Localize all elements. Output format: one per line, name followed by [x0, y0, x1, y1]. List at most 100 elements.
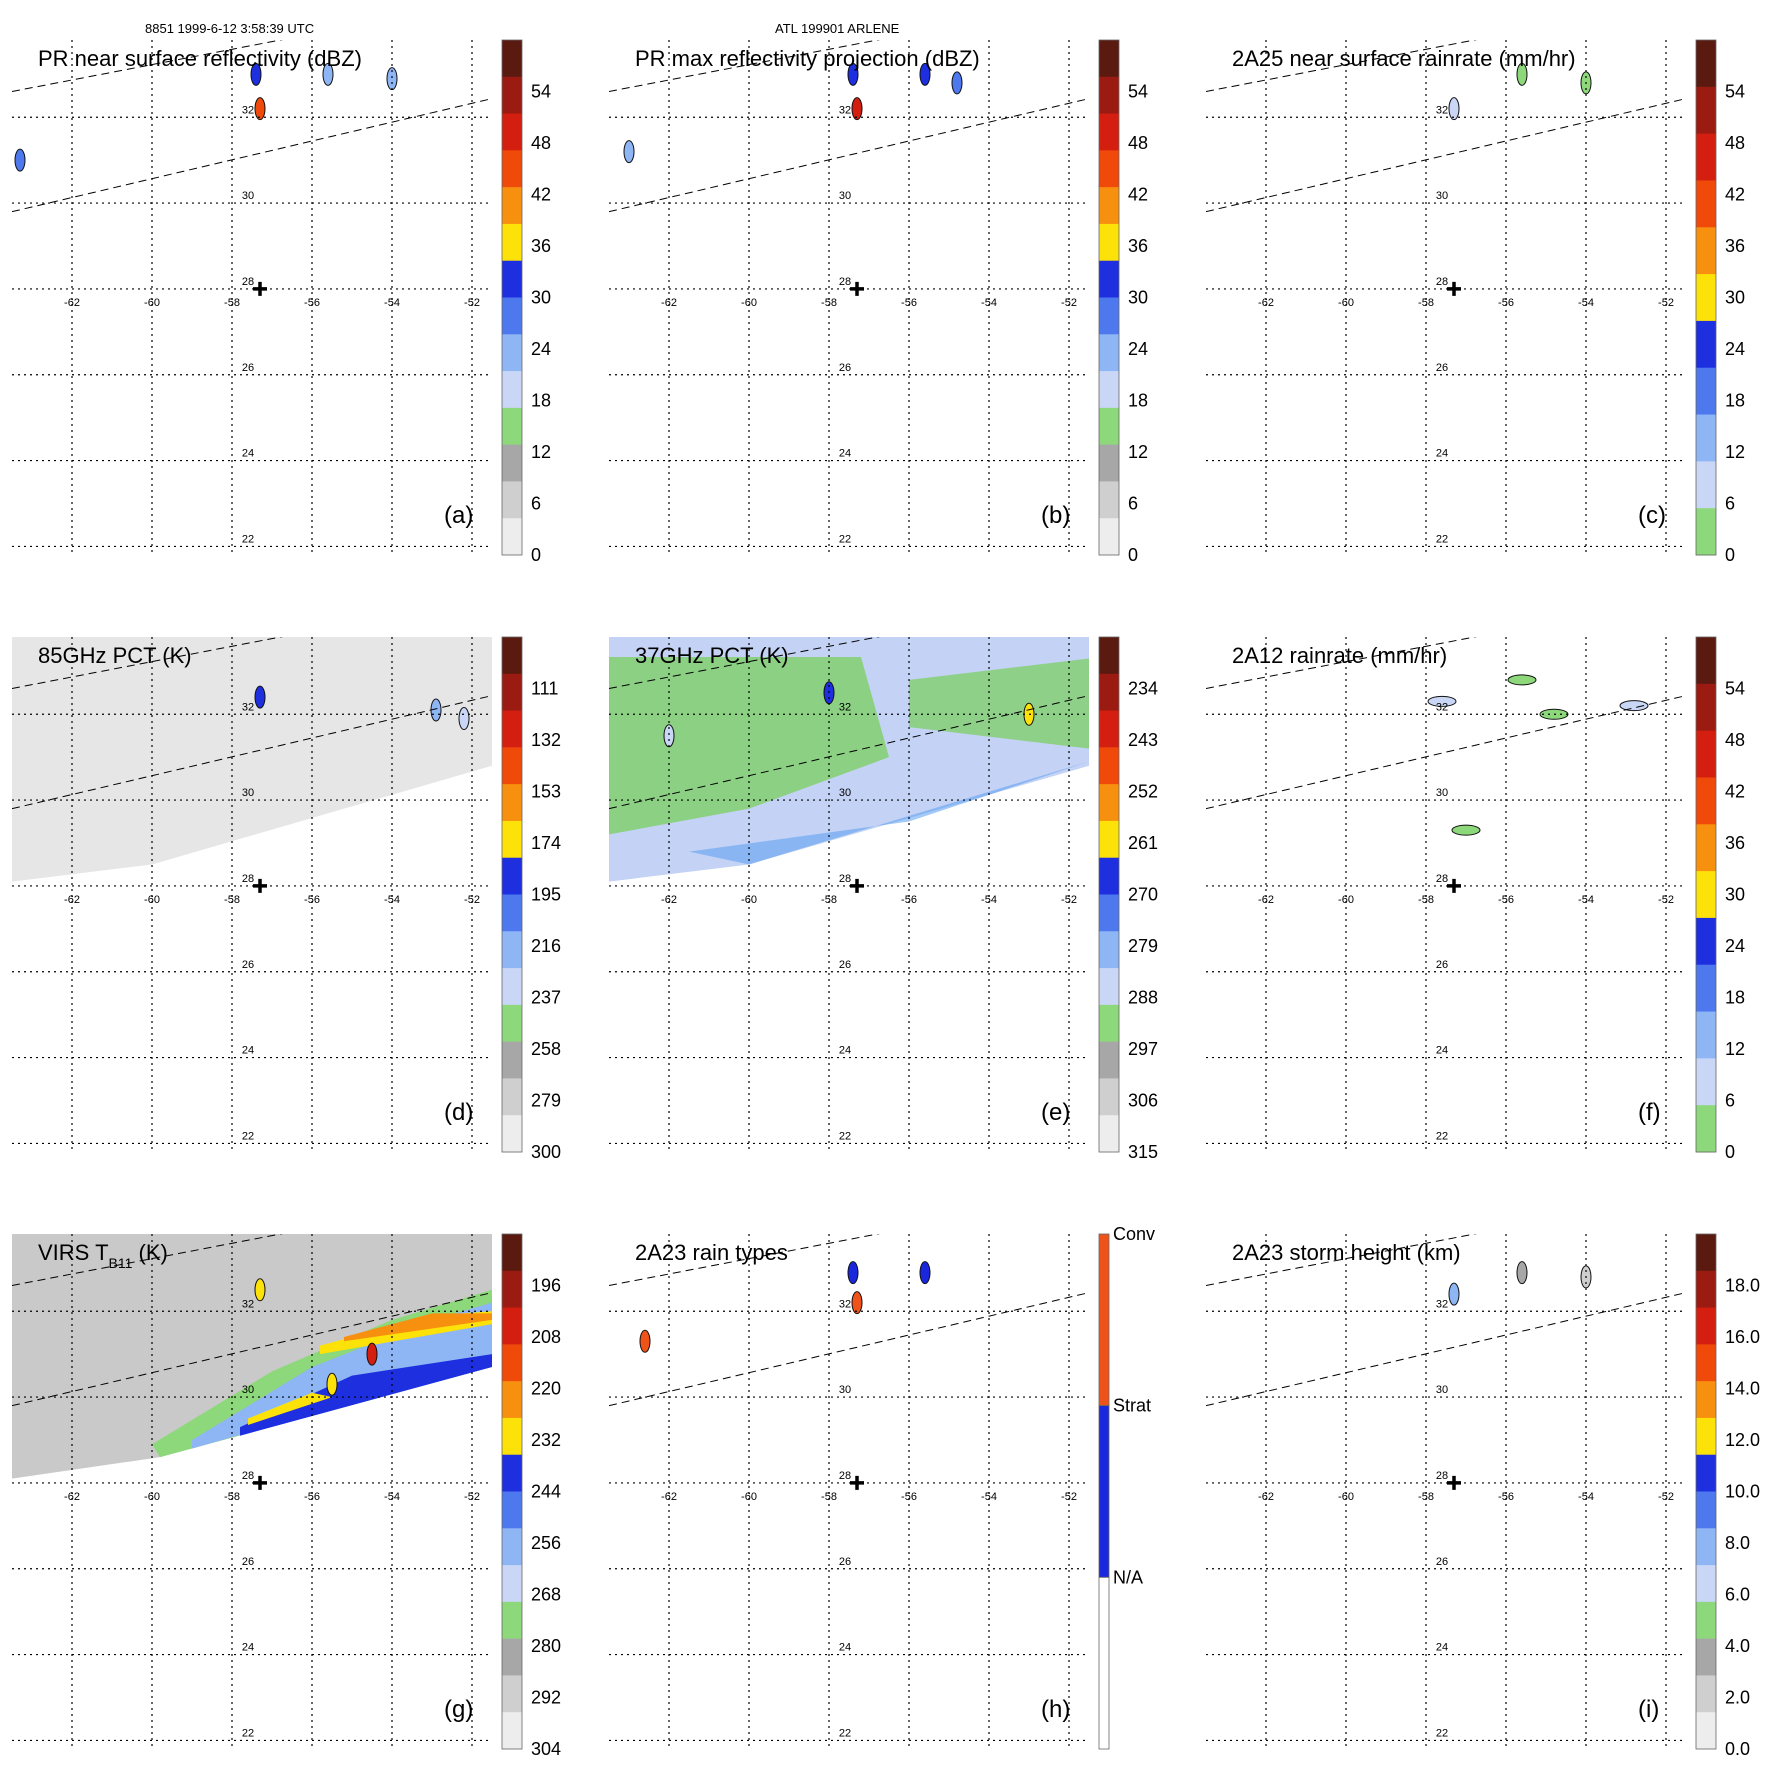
storm-center-cross-icon: [253, 878, 267, 893]
colorbar-segment: [502, 1528, 522, 1566]
pr-swath-edge: [609, 695, 1089, 810]
colorbar-tick-label: 297: [1128, 1039, 1158, 1059]
colorbar-segment: [502, 334, 522, 372]
lon-tick-label: -62: [1258, 297, 1274, 309]
colorbar-segment: [1696, 40, 1716, 88]
colorbar-segment: [502, 820, 522, 859]
colorbar-segment: [1099, 113, 1119, 151]
colorbar-tick-label: 0: [1128, 545, 1138, 565]
pr-swath-edge: [1206, 695, 1686, 810]
lat-tick-label: 22: [839, 533, 851, 545]
colorbar-segment: [502, 784, 522, 822]
colorbar-tick-label: 280: [531, 1636, 561, 1656]
colorbar-tick-label: 12: [1725, 1039, 1745, 1059]
data-feature: [1516, 1261, 1528, 1285]
lat-tick-label: 30: [839, 190, 851, 202]
colorbar-frame: [501, 1233, 523, 1750]
lon-tick-label: -62: [661, 297, 677, 309]
colorbar-tick-label: 36: [1725, 833, 1745, 853]
colorbar-tick-label: 54: [1128, 82, 1148, 102]
colorbar-segment: [502, 747, 522, 785]
lat-tick-label: 26: [839, 959, 851, 971]
colorbar-tick-label: 18.0: [1725, 1276, 1760, 1296]
colorbar-tick-label: 48: [1725, 133, 1745, 153]
colorbar-segment: [1696, 1417, 1716, 1456]
colorbar-tick-label: 2.0: [1725, 1688, 1750, 1708]
lon-tick-label: -60: [741, 297, 757, 309]
colorbar-tick-label: 0: [531, 545, 541, 565]
colorbar-segment: [502, 1234, 522, 1272]
lon-tick-label: -54: [384, 297, 400, 309]
colorbar-segment: [1696, 414, 1716, 462]
panel-letter: (a): [444, 502, 473, 529]
lon-tick-label: -58: [1418, 894, 1434, 906]
colorbar-segment: [1099, 150, 1119, 188]
lat-tick-label: 24: [1436, 1045, 1448, 1057]
lat-tick-label: 32: [242, 104, 254, 116]
colorbar-segment: [1099, 76, 1119, 115]
virs-swath-field: [12, 1234, 492, 1479]
lat-tick-label: 24: [839, 1642, 851, 1654]
colorbar-frame: [1695, 39, 1717, 556]
lat-tick-label: 22: [242, 533, 254, 545]
colorbar-tick-label: 30: [1725, 288, 1745, 308]
lat-tick-label: 30: [839, 787, 851, 799]
plot-area: [1206, 40, 1686, 555]
lon-tick-label: -56: [901, 894, 917, 906]
plot-area: [609, 637, 1089, 1152]
colorbar-tick-label: 42: [531, 185, 551, 205]
lon-tick-label: -62: [64, 1491, 80, 1503]
lon-tick-label: -62: [1258, 894, 1274, 906]
lat-tick-label: 26: [839, 362, 851, 374]
orbit-time-label: 8851 1999-6-12 3:58:39 UTC: [145, 21, 314, 36]
lat-tick-label: 26: [242, 959, 254, 971]
colorbar-segment: [1696, 320, 1716, 369]
colorbar-tick-label: 18: [531, 391, 551, 411]
lon-tick-label: -58: [1418, 297, 1434, 309]
colorbar-tick-label: 111: [531, 679, 558, 699]
pr-swath-edge: [609, 98, 1089, 213]
colorbar-tick-label: 30: [531, 288, 551, 308]
lat-tick-label: 28: [1436, 873, 1448, 885]
colorbar-segment: [1696, 1601, 1716, 1640]
colorbar-tick-label: 30: [1128, 288, 1148, 308]
colorbar-segment: [1696, 1270, 1716, 1309]
lon-tick-label: -52: [464, 894, 480, 906]
colorbar-segment: [1696, 1491, 1716, 1529]
pr-swath-edge: [12, 1292, 492, 1407]
colorbar-tick-label: 24: [1128, 339, 1148, 359]
lon-tick-label: -52: [1658, 894, 1674, 906]
colorbar-segment: [1696, 508, 1716, 556]
lat-tick-label: 22: [242, 1727, 254, 1739]
lat-tick-label: 26: [242, 362, 254, 374]
lat-tick-label: 32: [839, 701, 851, 713]
colorbar-tick-label: 10.0: [1725, 1482, 1760, 1502]
lon-tick-label: -58: [224, 894, 240, 906]
colorbar-segment: [502, 407, 522, 446]
category-label: N/A: [1113, 1567, 1143, 1587]
data-feature: [366, 1342, 378, 1366]
colorbar-tick-label: 279: [531, 1091, 561, 1111]
colorbar-segment: [1696, 730, 1716, 778]
data-feature: [1516, 62, 1528, 86]
colorbar-segment: [1099, 1078, 1119, 1116]
colorbar-tick-label: 252: [1128, 782, 1158, 802]
colorbar-segment: [502, 931, 522, 969]
lat-tick-label: 30: [839, 1384, 851, 1396]
panel-d: -62 -60 -58 -56 -54 -52 32 30 28 26 24 22 85GHz PCT …: [12, 636, 561, 1162]
category-swatch: [1098, 1405, 1110, 1578]
colorbar-segment: [1696, 274, 1716, 322]
colorbar-segment: [1696, 1105, 1716, 1153]
colorbar-segment: [1696, 1675, 1716, 1713]
lat-tick-label: 22: [839, 1130, 851, 1142]
colorbar-segment: [502, 223, 522, 262]
colorbar-tick-label: 196: [531, 1276, 561, 1296]
colorbar-segment: [502, 857, 522, 895]
pr-swath-edge: [609, 1234, 881, 1286]
data-feature: [254, 97, 266, 121]
storm-name-label: ATL 199901 ARLENE: [775, 21, 900, 36]
colorbar-tick-label: 292: [531, 1688, 561, 1708]
pr-swath-edge: [12, 1234, 284, 1286]
lat-tick-label: 26: [1436, 959, 1448, 971]
lon-tick-label: -54: [384, 1491, 400, 1503]
